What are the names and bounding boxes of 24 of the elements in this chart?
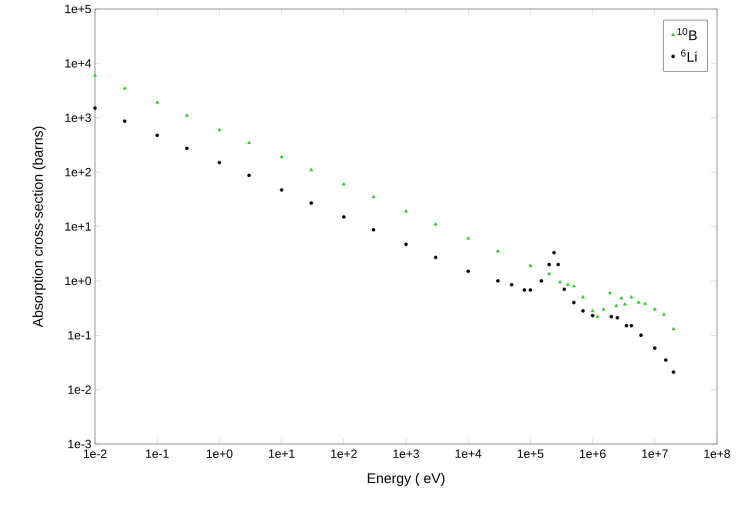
x-tick-label: 1e+1 [268,450,295,458]
x-tick-label: 1e+7 [642,450,668,458]
y-tick-label: 1e+0 [65,276,91,286]
x-tick-label: 1e+5 [518,450,544,458]
x-tick-label: 1e+4 [456,450,482,458]
y-tick-label: 1e+3 [65,114,91,122]
x-tick-label: 1e+8 [704,450,730,458]
x-tick-label: 1e+2 [331,450,357,458]
legend-label: $^{10}$B [677,28,697,40]
y-tick-label: 1e+1 [65,222,91,231]
y-tick-label: 1e+2 [65,168,91,176]
y-tick-label: 1e+4 [65,59,92,68]
x-tick-label: 1e-1 [146,450,169,458]
x-tick-label: 1e+3 [393,450,419,458]
x-tick-label: 1e+0 [206,450,232,458]
x-tick-label: 1e-2 [84,450,106,458]
y-tick-label: 1e-1 [68,331,91,340]
y-axis-title: Absorption cross-section (barns) [32,126,46,328]
y-tick-label: 1e-3 [68,440,91,448]
x-axis-title: Energy ( eV) [368,472,444,486]
legend-label: $^{6}$Li [681,50,697,62]
y-tick-label: 1e-2 [68,385,91,394]
y-tick-label: 1e+5 [65,4,91,14]
x-tick-label: 1e+6 [580,450,606,458]
